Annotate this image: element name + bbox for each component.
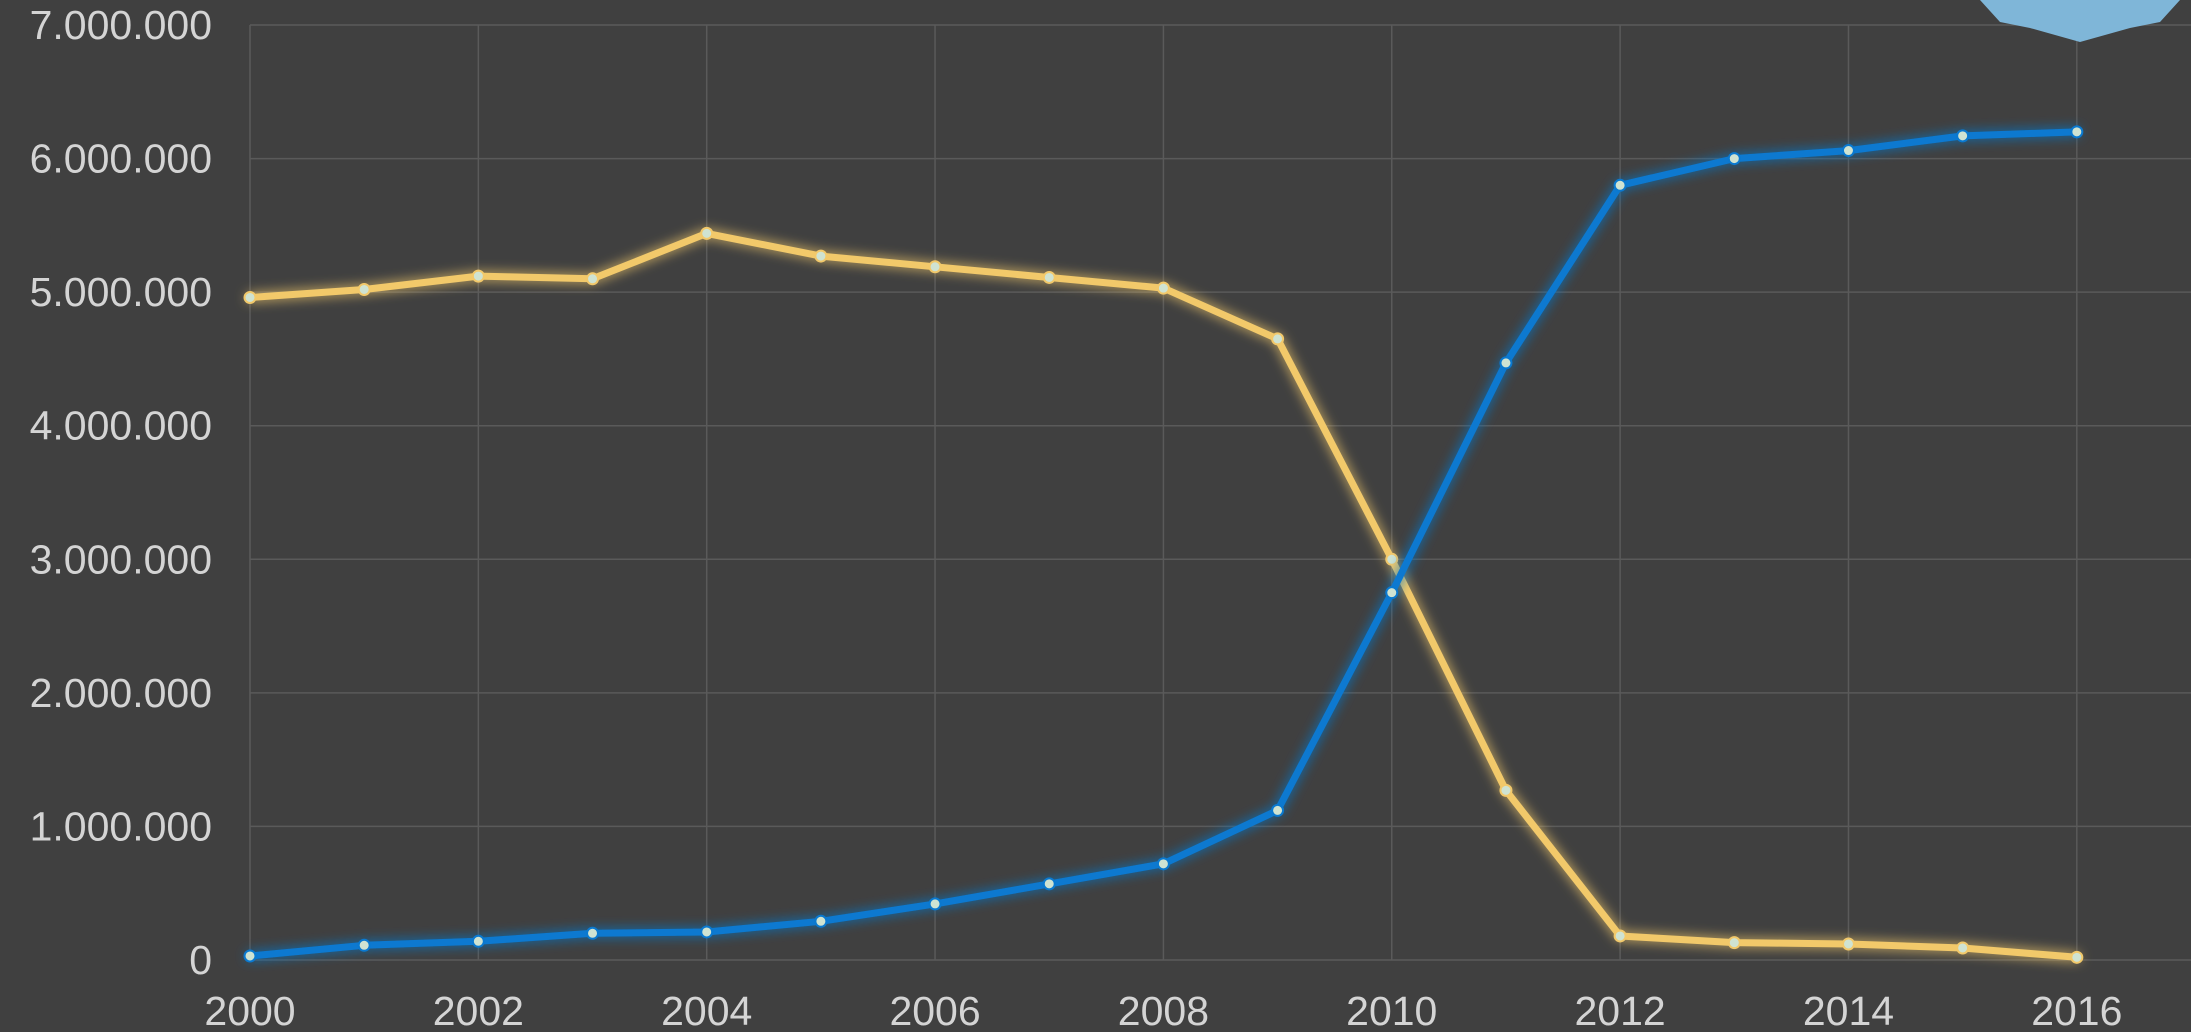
x-tick-label: 2000 — [204, 988, 295, 1032]
data-point — [243, 949, 257, 963]
axis-tick-labels: 0 1.000.000 2.000.000 3.000.000 4.000.000 5.0… — [30, 2, 2123, 1032]
data-point — [1499, 783, 1513, 797]
y-tick-label: 4.000.000 — [30, 403, 212, 449]
series-layer — [243, 125, 2084, 964]
data-point — [357, 938, 371, 952]
y-tick-label: 7.000.000 — [30, 2, 212, 48]
x-tick-label: 2012 — [1575, 988, 1666, 1032]
data-point — [1156, 857, 1170, 871]
data-point — [2070, 950, 2084, 964]
x-tick-label: 2008 — [1118, 988, 1209, 1032]
data-point — [814, 914, 828, 928]
data-point — [1271, 332, 1285, 346]
data-point — [700, 226, 714, 240]
y-tick-label: 0 — [189, 937, 212, 983]
y-tick-label: 2.000.000 — [30, 670, 212, 716]
x-tick-label: 2016 — [2031, 988, 2122, 1032]
data-point — [357, 282, 371, 296]
x-tick-label: 2004 — [661, 988, 752, 1032]
data-point — [1727, 936, 1741, 950]
y-tick-label: 5.000.000 — [30, 269, 212, 315]
data-point — [1499, 356, 1513, 370]
data-point — [1613, 178, 1627, 192]
y-tick-label: 3.000.000 — [30, 536, 212, 582]
data-point — [700, 925, 714, 939]
data-point — [1956, 129, 1970, 143]
y-tick-label: 1.000.000 — [30, 803, 212, 849]
x-tick-label: 2002 — [433, 988, 524, 1032]
data-point — [471, 269, 485, 283]
data-point — [1841, 144, 1855, 158]
y-tick-label: 6.000.000 — [30, 136, 212, 182]
data-point — [586, 926, 600, 940]
data-point — [1042, 270, 1056, 284]
data-point — [928, 897, 942, 911]
corner-badge-shape — [1980, 0, 2180, 42]
data-point — [1385, 552, 1399, 566]
x-tick-label: 2010 — [1346, 988, 1437, 1032]
data-point — [1271, 803, 1285, 817]
data-point — [1727, 152, 1741, 166]
data-point — [814, 249, 828, 263]
data-point — [586, 272, 600, 286]
data-point — [243, 290, 257, 304]
data-point — [2070, 125, 2084, 139]
data-point — [1956, 941, 1970, 955]
data-point — [1613, 929, 1627, 943]
data-point — [1042, 877, 1056, 891]
data-point — [471, 934, 485, 948]
data-point — [928, 260, 942, 274]
data-point — [1156, 281, 1170, 295]
data-point — [1385, 586, 1399, 600]
x-tick-label: 2014 — [1803, 988, 1894, 1032]
data-point — [1841, 937, 1855, 951]
x-tick-label: 2006 — [889, 988, 980, 1032]
grid-lines — [249, 24, 2191, 961]
